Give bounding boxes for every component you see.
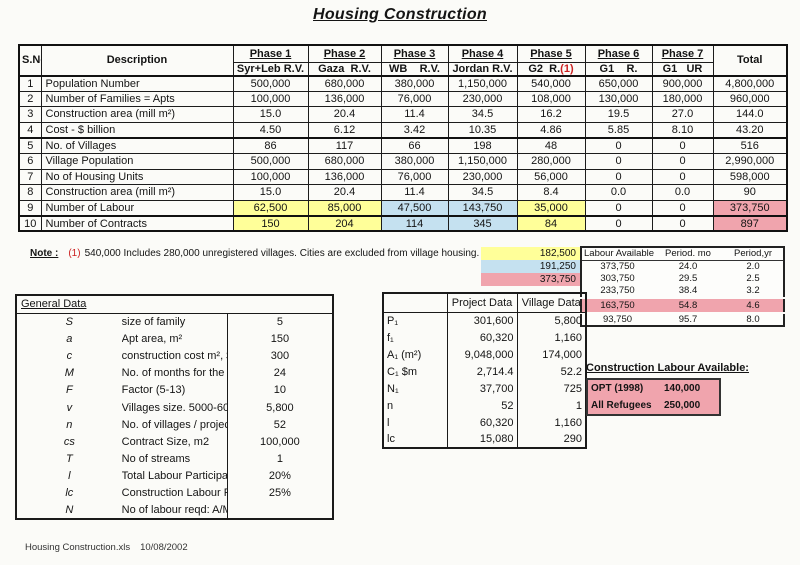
- footnote-marker: (1): [560, 62, 574, 75]
- table-row: 1 Population Number 500,000 680,000 380,000…: [18, 75, 788, 92]
- table-row: MNo. of months for the works (12-24)24: [16, 364, 333, 382]
- table-row: 6 Village Population 500,000 680,000 380,00…: [18, 152, 788, 170]
- footer-filename: Housing Construction.xls: [25, 542, 131, 553]
- region-gaza: Gaza R.V.: [307, 61, 382, 76]
- table-row: 7 No of Housing Units 100,000 136,000 76,00…: [18, 168, 788, 186]
- table-row: 5 No. of Villages 86 117 66 198 48 0 0 516: [18, 136, 788, 154]
- list-item: All Refugees 250,000: [591, 400, 701, 411]
- table-row: P₁ 301,600 5,800: [383, 312, 586, 329]
- page-footer: Housing Construction.xls 10/08/2002: [25, 542, 198, 553]
- project-data-header: Project Data: [446, 293, 517, 312]
- table-row: nNo. of villages / project (50-70)52: [16, 416, 333, 434]
- region-g1-r: G1 R.: [584, 61, 653, 76]
- color-legend: 182,500 191,250 373,750: [481, 247, 580, 286]
- page-title: Housing Construction: [313, 6, 487, 23]
- table-row: 303,750 29.5 2.5: [600, 273, 760, 285]
- legend-yellow-value: 182,500: [481, 247, 580, 260]
- labour-available-table: Labour Available Period. mo Period,yr 37…: [580, 246, 785, 327]
- table-row: C₁ $m 2,714.4 52.2: [383, 363, 586, 380]
- region-g2: G2 R.(1): [516, 61, 586, 76]
- table-row: l 60,320 1,160: [383, 414, 586, 431]
- region-wb: WB R.V.: [380, 61, 449, 76]
- table-row: 2 Number of Families = Apts 100,000 136,00…: [18, 90, 788, 108]
- phase-2-header: Phase 2: [307, 44, 382, 63]
- phase-1-header: Phase 1: [232, 44, 309, 63]
- table-row-highlighted: 163,750 54.8 4.6: [581, 297, 784, 313]
- table-row: A₁ (m²) 9,048,000 174,000: [383, 346, 586, 363]
- table-row: 233,750 38.4 3.2: [600, 285, 760, 297]
- table-row: a Apt area, m² 150: [16, 330, 333, 348]
- construction-labour-title: Construction Labour Available:: [586, 362, 749, 374]
- table-row: N No of labour reqd: A/MF: [16, 502, 333, 520]
- phase-3-header: Phase 3: [380, 44, 449, 63]
- table-row: f₁ 60,320 1,160: [383, 329, 586, 346]
- table-row: T No of streams 1: [16, 450, 333, 468]
- region-jordan: Jordan R.V.: [447, 61, 518, 76]
- table-row: N₁ 37,700 725: [383, 380, 586, 397]
- phase-5-header: Phase 5: [516, 44, 586, 63]
- empty-corner-cell: [383, 293, 447, 312]
- note-text: 540,000 Includes 280,000 unregistered vi…: [84, 248, 480, 259]
- main-table: S.No Description Phase 1 Phase 2 Phase 3…: [18, 44, 788, 233]
- labour-available-header: Labour Available: [584, 248, 655, 260]
- list-item: OPT (1998) 140,000: [591, 383, 701, 394]
- table-row: cs Contract Size, m2 100,000: [16, 433, 333, 451]
- region-syr-leb: Syr+Leb R.V.: [232, 61, 309, 76]
- general-data-title: General Data: [21, 298, 87, 311]
- table-row: lc 15,080 290: [383, 431, 586, 448]
- sno-header: S.No: [18, 44, 42, 76]
- legend-blue-value: 191,250: [481, 260, 580, 273]
- village-data-header: Village Data: [516, 293, 586, 312]
- period-yr-header: Period,yr: [733, 248, 772, 260]
- project-village-table: Project Data Village Data P₁ 301,600 5,800…: [382, 292, 587, 449]
- note-marker: (1): [68, 248, 81, 259]
- table-row: 10 Number of Contracts 150 204 114 345 84 0 0 89…: [18, 214, 788, 232]
- legend-pink-value: 373,750: [481, 273, 580, 286]
- phase-4-header: Phase 4: [447, 44, 518, 63]
- table-row: 4 Cost - $ billion 4.50 6.12 3.42 10.35 4.86 5…: [18, 121, 788, 139]
- total-header: Total: [712, 44, 788, 76]
- table-row: F Factor (5-13) 10: [16, 381, 333, 399]
- construction-labour-box: OPT (1998) 140,000 All Refugees 250,000: [586, 378, 721, 416]
- description-header: Description: [40, 44, 234, 76]
- period-mo-header: Period. mo: [665, 248, 711, 260]
- phase-7-header: Phase 7: [651, 44, 714, 63]
- table-row: 9 Number of Labour 62,500 85,000 47,500 143,…: [18, 199, 788, 217]
- table-row: 3 Construction area (mill m²) 15.0 20.4 11.…: [18, 106, 788, 123]
- region-g1-ur: G1 UR: [651, 61, 714, 76]
- footnote: Note : (1) 540,000 Includes 280,000 unregi…: [30, 248, 479, 259]
- table-row: 8 Construction area (mill m²) 15.0 20.4 11.…: [18, 184, 788, 201]
- note-label: Note :: [30, 248, 59, 259]
- table-row: 93,750 95.7 8.0: [602, 313, 760, 325]
- footer-date: 10/08/2002: [140, 542, 188, 553]
- table-row: 373,750 24.0 2.0: [600, 261, 760, 272]
- phase-6-header: Phase 6: [584, 44, 653, 63]
- table-row: n 52 1: [383, 397, 586, 414]
